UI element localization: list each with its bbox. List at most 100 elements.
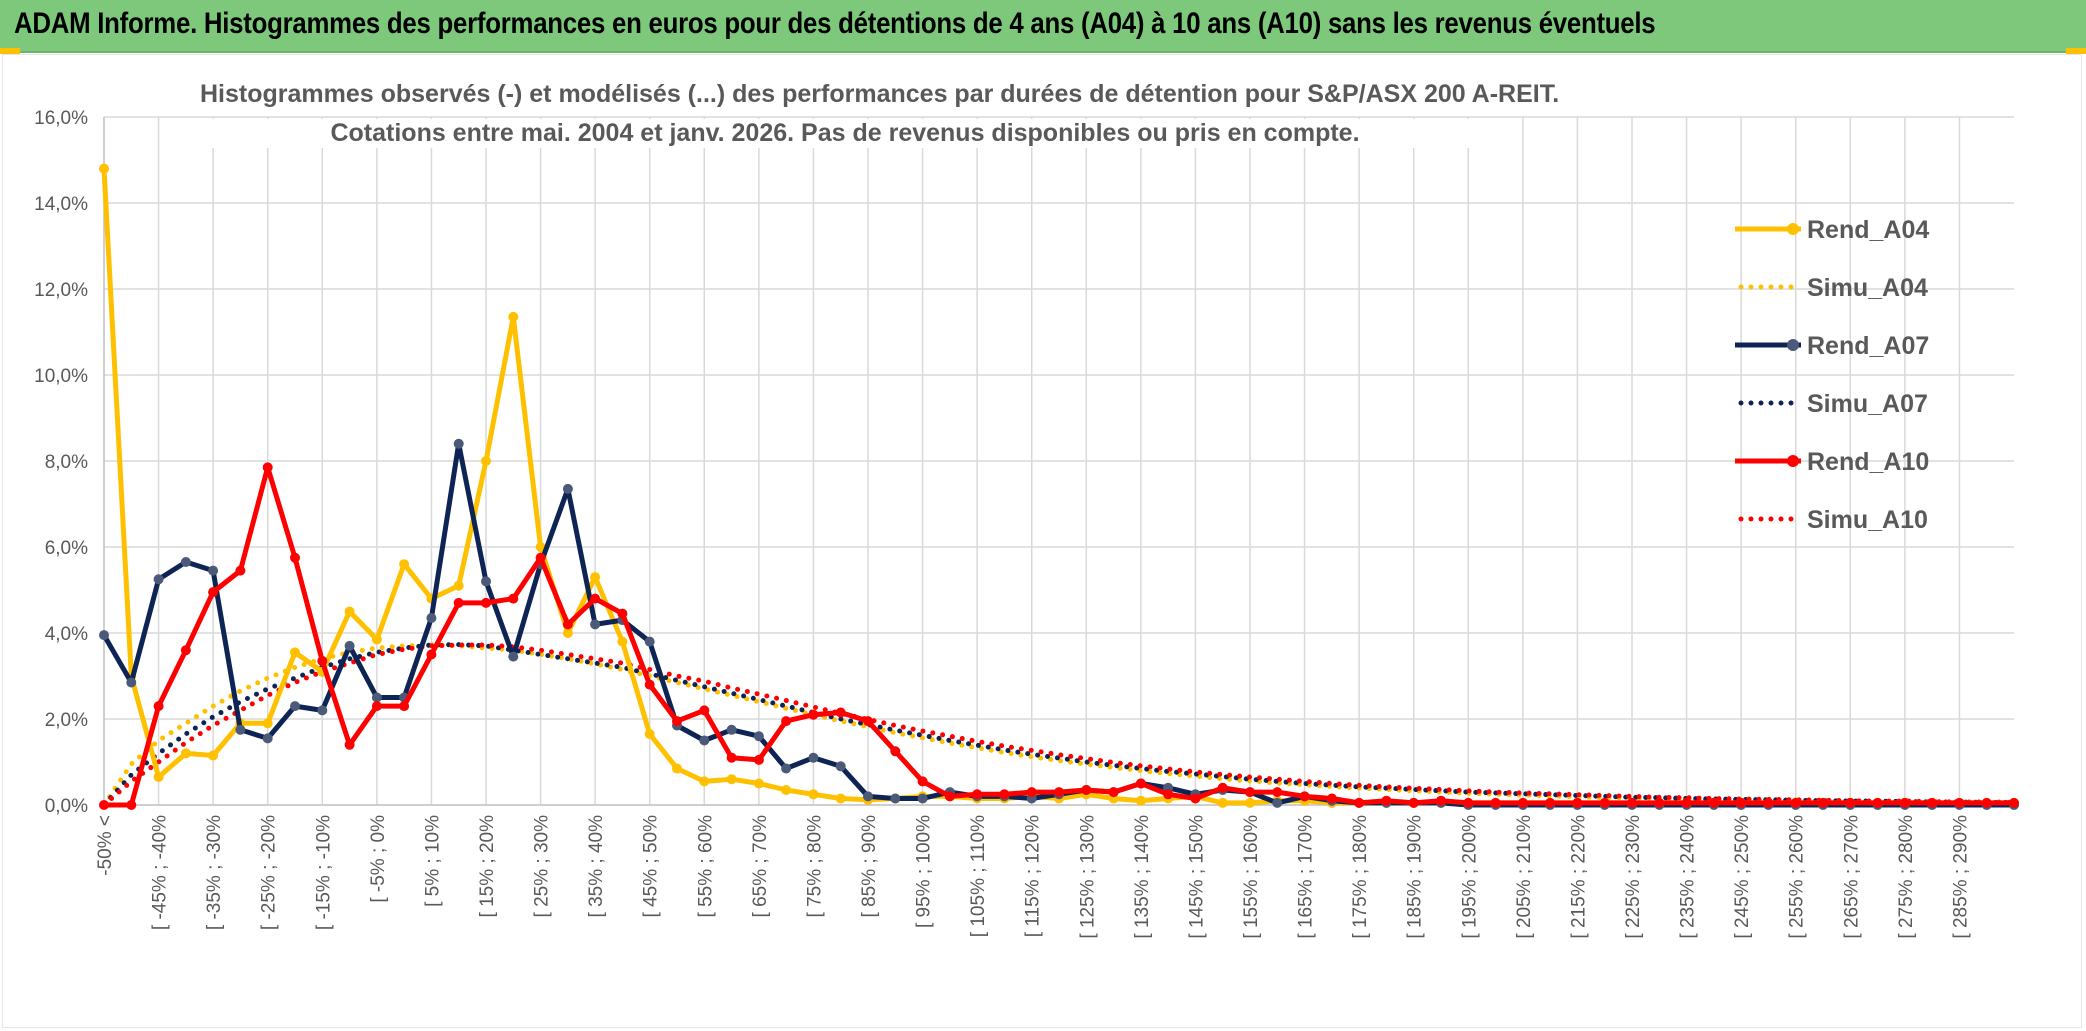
data-point-Rend_A10 xyxy=(180,645,191,656)
y-tick-label: 14,0% xyxy=(34,194,88,215)
x-tick-label: [ -5% ; 0% xyxy=(368,815,389,903)
data-point-Rend_A10 xyxy=(644,679,655,690)
data-point-Rend_A10 xyxy=(808,709,819,720)
data-point-Rend_A10 xyxy=(481,597,491,608)
data-point-Rend_A10 xyxy=(453,597,464,608)
data-point-Rend_A07 xyxy=(344,640,355,651)
data-point-Rend_A07 xyxy=(426,613,437,623)
legend-swatch xyxy=(1738,516,1798,522)
data-point-Rend_A07 xyxy=(1272,797,1283,808)
data-point-Rend_A07 xyxy=(208,565,219,576)
data-point-Rend_A10 xyxy=(1190,793,1201,804)
x-tick-label: [ 45% ; 50% xyxy=(641,815,662,918)
y-tick-label: 16,0% xyxy=(34,108,88,129)
data-point-Rend_A10 xyxy=(1517,797,1528,808)
data-point-Rend_A04 xyxy=(262,718,273,729)
data-point-Rend_A10 xyxy=(344,739,355,750)
data-point-Rend_A10 xyxy=(371,701,382,712)
data-point-Rend_A10 xyxy=(1954,797,1965,808)
data-point-Rend_A04 xyxy=(617,636,628,647)
data-point-Rend_A07 xyxy=(508,651,519,662)
x-tick-label: [ 65% ; 70% xyxy=(750,815,771,918)
legend-swatch xyxy=(1735,223,1801,235)
x-tick-label: [ -15% ; -10% xyxy=(313,815,334,930)
data-point-Rend_A10 xyxy=(781,716,792,727)
data-point-Rend_A10 xyxy=(508,593,519,604)
y-tick-label: 8,0% xyxy=(45,452,88,473)
data-point-Rend_A10 xyxy=(1217,782,1228,793)
series-line-Simu_A10 xyxy=(101,642,2017,808)
chart-frame xyxy=(2,54,2082,1028)
data-point-Rend_A04 xyxy=(672,763,682,774)
data-point-Rend_A10 xyxy=(1599,797,1610,808)
x-tick-label: [ 5% ; 10% xyxy=(422,815,443,907)
data-point-Rend_A10 xyxy=(99,800,109,810)
data-point-Rend_A04 xyxy=(371,634,382,645)
data-point-Rend_A10 xyxy=(1299,791,1310,802)
data-point-Rend_A04 xyxy=(180,748,191,759)
data-point-Rend_A07 xyxy=(890,793,901,804)
data-point-Rend_A07 xyxy=(126,677,137,688)
x-tick-label: [ 105% ; 110% xyxy=(968,815,989,937)
x-tick-label: [ 195% ; 200% xyxy=(1459,815,1480,939)
data-point-Rend_A10 xyxy=(1081,785,1092,795)
chart-subtitle-line1: Histogrammes observés (-) et modélisés (… xyxy=(200,80,1560,109)
axis-layer: 0,0% 2,0% 4,0% 6,0% 8,0% 10,0% 12,0% 14,0% 16,0%… xyxy=(34,108,2014,939)
x-tick-label: [ 15% ; 20% xyxy=(477,815,498,918)
x-tick-label: [ 85% ; 90% xyxy=(859,815,880,918)
data-point-Rend_A04 xyxy=(508,311,519,322)
x-tick-label: [ -25% ; -20% xyxy=(259,815,280,930)
data-point-Rend_A10 xyxy=(999,789,1010,800)
series-layer xyxy=(99,163,2019,810)
data-point-Rend_A10 xyxy=(1654,797,1665,808)
data-point-Rend_A07 xyxy=(808,752,819,763)
data-point-Rend_A04 xyxy=(781,785,792,795)
data-point-Rend_A04 xyxy=(726,774,737,785)
legend-item-Simu_A10: Simu_A10 xyxy=(1735,495,1975,553)
data-point-Rend_A10 xyxy=(617,608,628,619)
x-tick-label: [ 135% ; 140% xyxy=(1132,815,1153,939)
data-point-Rend_A10 xyxy=(426,649,437,660)
legend-item-Rend_A04: Rend_A04 xyxy=(1735,205,1975,263)
x-tick-label: [ 225% ; 230% xyxy=(1623,815,1644,939)
data-point-Rend_A07 xyxy=(99,630,109,641)
data-point-Rend_A04 xyxy=(208,750,219,761)
data-point-Rend_A07 xyxy=(562,483,573,494)
data-point-Rend_A10 xyxy=(1927,797,1938,808)
data-point-Rend_A04 xyxy=(835,793,846,804)
x-tick-label: [ 205% ; 210% xyxy=(1514,815,1535,939)
data-point-Rend_A10 xyxy=(1872,797,1883,808)
x-tick-label: [ 235% ; 240% xyxy=(1678,815,1699,939)
x-tick-label: -50% < xyxy=(95,815,116,876)
corner-accent-right xyxy=(2066,48,2086,54)
data-point-Rend_A07 xyxy=(290,701,300,712)
data-point-Rend_A04 xyxy=(644,729,655,739)
data-point-Rend_A10 xyxy=(1381,795,1392,806)
legend-swatch xyxy=(1735,455,1801,467)
data-point-Rend_A04 xyxy=(481,456,491,466)
x-tick-label: [ 185% ; 190% xyxy=(1405,815,1426,939)
y-tick-label: 0,0% xyxy=(45,796,88,817)
data-point-Rend_A10 xyxy=(208,587,219,598)
data-point-Rend_A10 xyxy=(1818,797,1828,808)
data-point-Rend_A10 xyxy=(1272,787,1283,798)
data-point-Rend_A07 xyxy=(863,791,873,802)
data-point-Rend_A10 xyxy=(1572,797,1583,808)
data-point-Rend_A10 xyxy=(1354,797,1365,808)
data-point-Rend_A07 xyxy=(917,793,928,804)
data-point-Rend_A10 xyxy=(1790,797,1801,808)
data-point-Rend_A10 xyxy=(562,619,573,630)
series-line-Simu_A04 xyxy=(101,642,2017,808)
data-point-Rend_A10 xyxy=(944,791,955,802)
data-point-Rend_A10 xyxy=(753,754,764,765)
title-bar: ADAM Informe. Histogrammes des performan… xyxy=(0,0,2086,53)
data-point-Rend_A10 xyxy=(1490,797,1501,808)
data-point-Rend_A07 xyxy=(262,733,273,744)
data-point-Rend_A04 xyxy=(290,647,300,658)
data-point-Rend_A04 xyxy=(699,776,710,787)
data-point-Rend_A04 xyxy=(1217,797,1228,808)
data-point-Rend_A10 xyxy=(835,707,846,718)
x-tick-label: [ 175% ; 180% xyxy=(1350,815,1371,939)
y-tick-label: 2,0% xyxy=(45,710,88,731)
data-point-Rend_A04 xyxy=(590,572,601,583)
